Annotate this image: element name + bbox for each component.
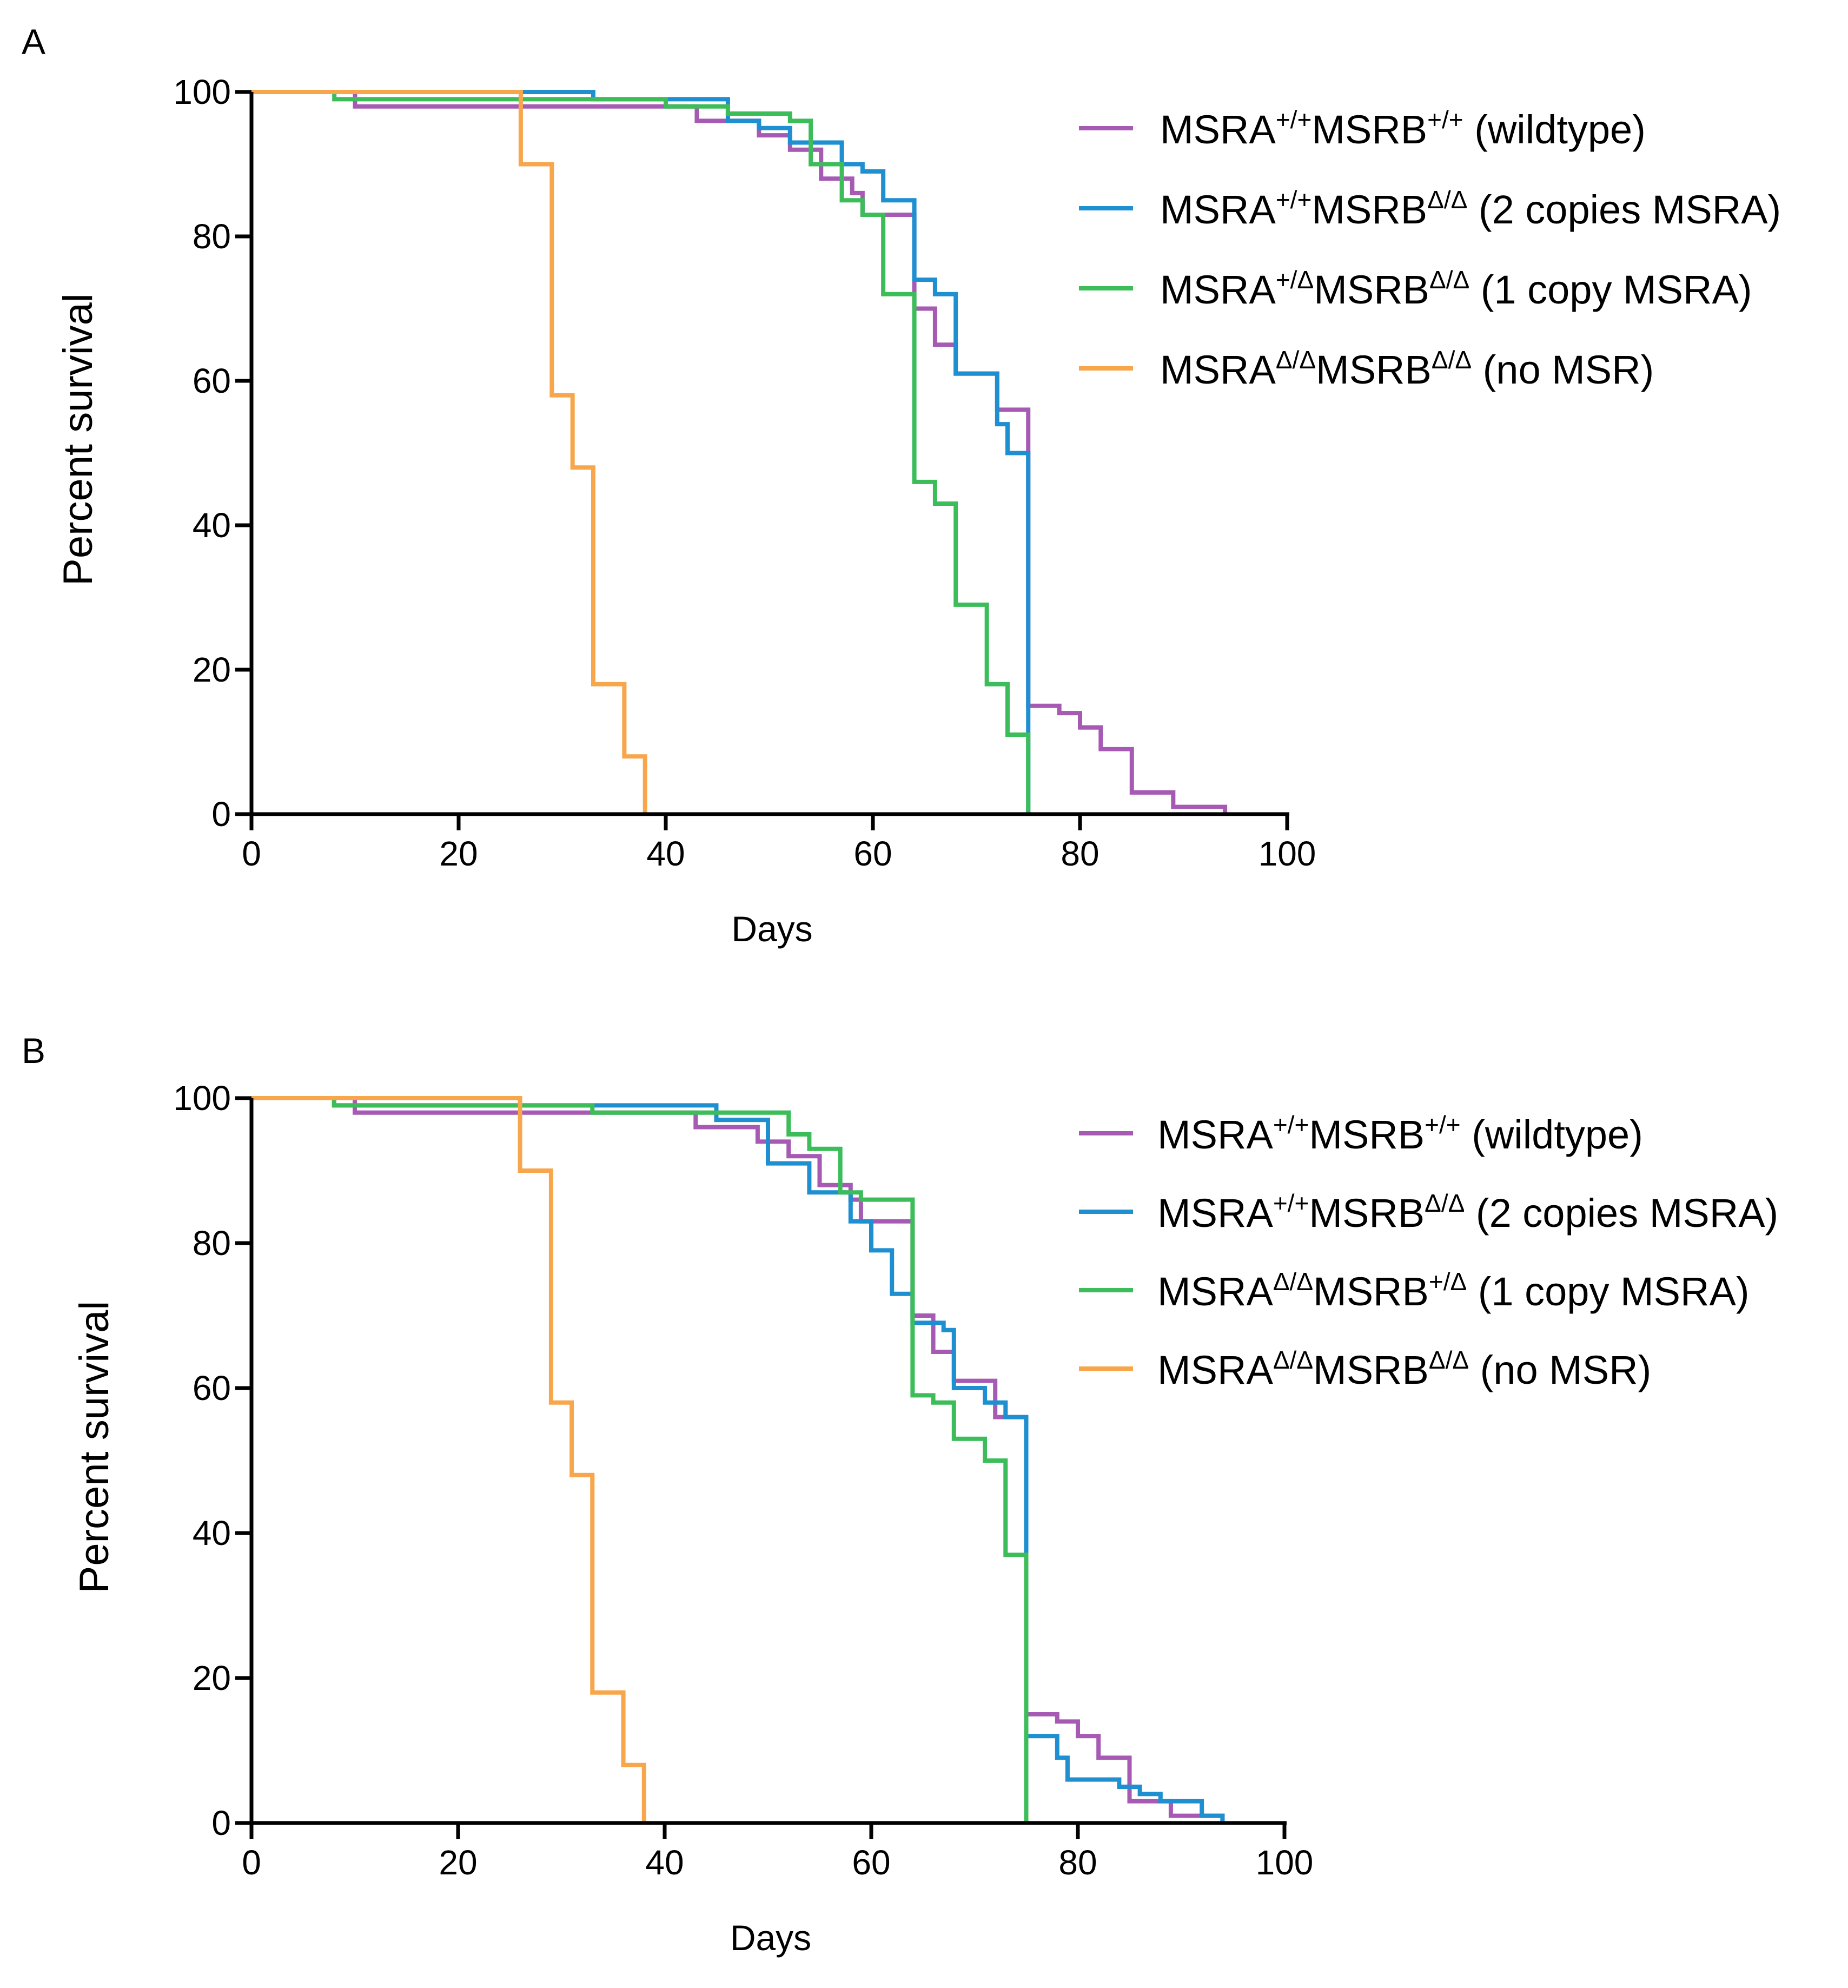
x-tick-label: 60 — [852, 1843, 890, 1882]
legend-text: MSRB — [1309, 1112, 1425, 1157]
y-tick-label: 20 — [193, 1659, 231, 1698]
legend-text: MSRA — [1160, 267, 1276, 312]
x-tick-label: 80 — [1061, 834, 1099, 873]
legend-superscript: +/+ — [1276, 105, 1312, 134]
legend-label: MSRA+/+MSRB+/+ (wildtype) — [1160, 105, 1646, 152]
legend-text: MSRA — [1157, 1348, 1273, 1392]
x-tick-label: 60 — [853, 834, 892, 873]
legend-text: MSRA — [1157, 1191, 1273, 1236]
legend-superscript: +/Δ — [1276, 266, 1314, 294]
y-axis-title: Percent survival — [55, 293, 101, 586]
legend-item: MSRA+/+MSRBΔ/Δ (2 copies MSRA) — [1079, 186, 1781, 232]
y-tick-label: 100 — [173, 1079, 231, 1118]
legend-superscript: Δ/Δ — [1427, 186, 1467, 214]
legend-superscript: +/+ — [1273, 1189, 1309, 1217]
x-tick-label: 0 — [242, 1843, 261, 1882]
panel-b: B 0 20 40 60 80 100 0 20 40 60 80 100 Days Percent sur… — [22, 1031, 1778, 1958]
legend-item: MSRA+/+MSRBΔ/Δ (2 copies MSRA) — [1079, 1189, 1778, 1236]
legend-superscript: Δ/Δ — [1276, 346, 1316, 374]
legend-text: MSRB — [1312, 187, 1427, 232]
legend-text: MSRB — [1312, 107, 1427, 152]
legend-item: MSRA+/ΔMSRBΔ/Δ (1 copy MSRA) — [1079, 266, 1752, 312]
legend-label: MSRA+/+MSRB+/+ (wildtype) — [1157, 1111, 1643, 1157]
x-tick-label: 80 — [1058, 1843, 1097, 1882]
legend-text: (1 copy MSRA) — [1467, 1269, 1749, 1314]
legend-superscript: +/+ — [1427, 105, 1463, 134]
y-tick-label: 60 — [193, 1369, 231, 1408]
legend-superscript: Δ/Δ — [1429, 266, 1469, 294]
series-line-no-msr — [251, 90, 647, 814]
legend-label: MSRA+/+MSRBΔ/Δ (2 copies MSRA) — [1160, 186, 1781, 232]
legend-label: MSRA+/ΔMSRBΔ/Δ (1 copy MSRA) — [1160, 266, 1752, 312]
legend-text: MSRB — [1316, 347, 1432, 392]
y-tick-label: 0 — [211, 1804, 231, 1842]
series-line-wildtype — [251, 1096, 1225, 1823]
legend: MSRA+/+MSRB+/+ (wildtype)MSRA+/+MSRBΔ/Δ … — [1079, 1111, 1778, 1392]
series-line-wildtype — [251, 90, 1228, 814]
legend-text: MSRB — [1309, 1191, 1425, 1236]
legend-text: MSRB — [1313, 1348, 1429, 1392]
panel-label: B — [22, 1031, 45, 1071]
x-axis-title: Days — [730, 1918, 811, 1958]
x-axis-title: Days — [731, 909, 812, 949]
legend-text: MSRA — [1160, 107, 1276, 152]
legend-text: MSRA — [1160, 347, 1276, 392]
legend-superscript: +/+ — [1425, 1111, 1461, 1139]
y-tick-label: 0 — [211, 795, 231, 834]
legend-text: MSRB — [1313, 1269, 1429, 1314]
x-tick-label: 20 — [439, 1843, 477, 1882]
y-tick-label: 80 — [193, 1224, 231, 1263]
legend-superscript: +/+ — [1273, 1111, 1309, 1139]
legend-superscript: Δ/Δ — [1273, 1346, 1313, 1374]
legend-item: MSRA+/+MSRB+/+ (wildtype) — [1079, 1111, 1643, 1157]
y-tick-label: 100 — [173, 72, 231, 111]
y-tick-label: 20 — [193, 650, 231, 689]
legend-label: MSRA+/+MSRBΔ/Δ (2 copies MSRA) — [1157, 1189, 1778, 1236]
x-tick-label: 100 — [1259, 834, 1316, 873]
legend-text: MSRA — [1157, 1269, 1273, 1314]
legend-superscript: +/+ — [1276, 186, 1312, 214]
panel-label: A — [22, 22, 45, 62]
x-tick-label: 0 — [242, 834, 261, 873]
series-line-2-copies-msra — [251, 1096, 1225, 1823]
x-tick-label: 20 — [439, 834, 478, 873]
legend-item: MSRAΔ/ΔMSRB+/Δ (1 copy MSRA) — [1079, 1267, 1749, 1314]
legend-superscript: Δ/Δ — [1429, 1346, 1469, 1374]
series-line-1-copy-msra — [251, 90, 1031, 814]
legend-text: (wildtype) — [1463, 107, 1646, 152]
series-line-2-copies-msra — [251, 90, 1031, 814]
x-tick-label: 40 — [646, 834, 685, 873]
legend-item: MSRAΔ/ΔMSRBΔ/Δ (no MSR) — [1079, 1346, 1651, 1392]
legend: MSRA+/+MSRB+/+ (wildtype)MSRA+/+MSRBΔ/Δ … — [1079, 105, 1781, 392]
y-tick-label: 60 — [193, 361, 231, 400]
legend-superscript: Δ/Δ — [1273, 1267, 1313, 1296]
legend-item: MSRA+/+MSRB+/+ (wildtype) — [1079, 105, 1646, 152]
legend-label: MSRAΔ/ΔMSRBΔ/Δ (no MSR) — [1157, 1346, 1651, 1392]
legend-superscript: +/Δ — [1429, 1267, 1467, 1296]
y-tick-label: 80 — [193, 217, 231, 256]
y-tick-label: 40 — [193, 506, 231, 545]
legend-text: (2 copies MSRA) — [1465, 1191, 1778, 1236]
panel-a: A 0 20 40 60 80 100 0 20 40 60 80 100 Days Percent sur… — [22, 22, 1781, 949]
legend-text: (wildtype) — [1461, 1112, 1643, 1157]
legend-superscript: Δ/Δ — [1425, 1189, 1465, 1217]
y-tick-label: 40 — [193, 1514, 231, 1553]
y-axis-title: Percent survival — [71, 1301, 117, 1594]
legend-text: (2 copies MSRA) — [1467, 187, 1781, 232]
legend-label: MSRAΔ/ΔMSRB+/Δ (1 copy MSRA) — [1157, 1267, 1749, 1314]
x-tick-label: 40 — [645, 1843, 684, 1882]
legend-text: (no MSR) — [1472, 347, 1654, 392]
legend-item: MSRAΔ/ΔMSRBΔ/Δ (no MSR) — [1079, 346, 1654, 392]
legend-text: MSRA — [1157, 1112, 1273, 1157]
legend-superscript: Δ/Δ — [1432, 346, 1472, 374]
legend-text: (no MSR) — [1469, 1348, 1651, 1392]
legend-text: (1 copy MSRA) — [1469, 267, 1752, 312]
legend-text: MSRA — [1160, 187, 1276, 232]
series-line-1-copy-msra — [251, 1096, 1029, 1823]
legend-label: MSRAΔ/ΔMSRBΔ/Δ (no MSR) — [1160, 346, 1654, 392]
legend-text: MSRB — [1314, 267, 1429, 312]
x-tick-label: 100 — [1256, 1843, 1314, 1882]
series-line-no-msr — [251, 1096, 646, 1823]
